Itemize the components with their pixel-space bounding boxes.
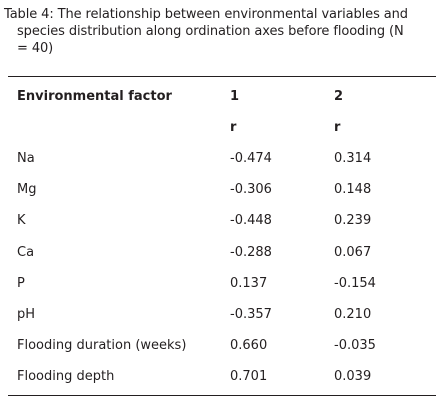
row-axis1-value: 0.137 [230,276,268,291]
row-factor: Na [17,151,35,166]
row-factor: pH [17,307,36,322]
table-caption: Table 4: The relationship between enviro… [4,6,444,57]
row-axis2-value: 0.210 [334,307,372,322]
row-axis2-value: 0.314 [334,151,372,166]
subheader-r-axis-2: r [334,120,341,135]
header-axis-2: 2 [334,89,344,104]
table-bottom-rule [8,395,436,396]
caption-line-2: species distribution along ordination ax… [17,24,404,39]
row-axis2-value: -0.035 [334,338,376,353]
row-factor: Mg [17,182,37,197]
header-axis-1: 1 [230,89,240,104]
caption-line-3: = 40) [17,41,54,56]
caption-line-1: Table 4: The relationship between enviro… [4,7,408,22]
row-axis2-value: 0.067 [334,245,372,260]
row-axis1-value: -0.474 [230,151,272,166]
row-axis2-value: 0.039 [334,369,372,384]
row-axis2-value: 0.148 [334,182,372,197]
row-factor: Flooding depth [17,369,115,384]
table-top-rule [8,76,436,77]
subheader-r-axis-1: r [230,120,237,135]
row-factor: Flooding duration (weeks) [17,338,187,353]
row-axis1-value: 0.701 [230,369,268,384]
row-axis2-value: 0.239 [334,213,372,228]
row-axis1-value: -0.306 [230,182,272,197]
row-axis1-value: -0.448 [230,213,272,228]
row-axis1-value: 0.660 [230,338,268,353]
row-factor: P [17,276,25,291]
row-axis1-value: -0.357 [230,307,272,322]
row-factor: K [17,213,26,228]
row-factor: Ca [17,245,35,260]
row-axis2-value: -0.154 [334,276,376,291]
header-environmental-factor: Environmental factor [17,89,172,104]
row-axis1-value: -0.288 [230,245,272,260]
